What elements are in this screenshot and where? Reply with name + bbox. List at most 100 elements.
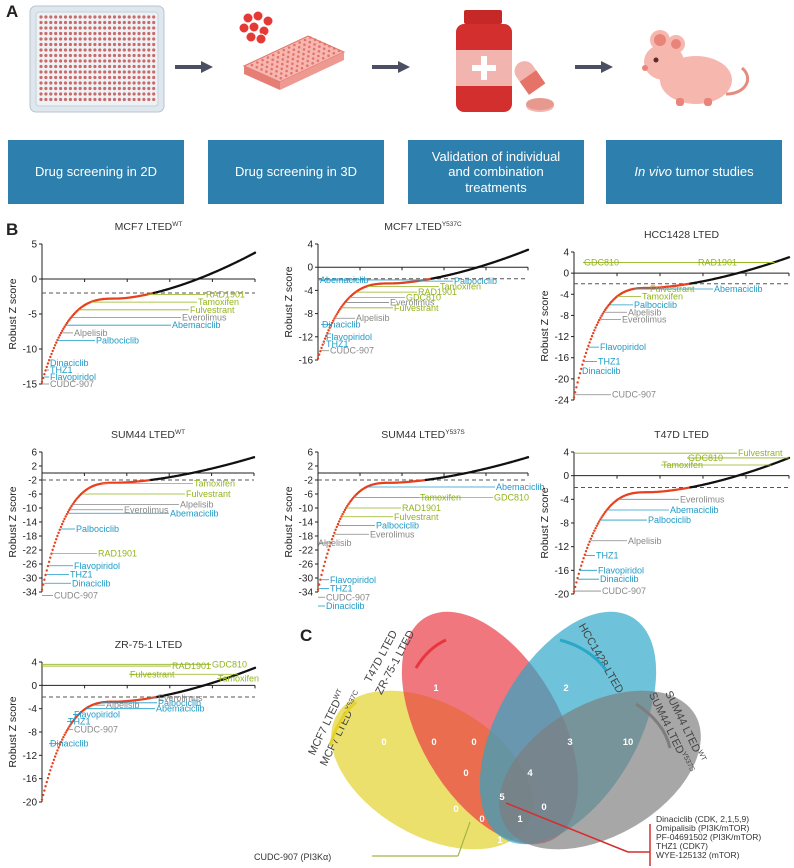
drug-label: THZ1 [68, 717, 91, 727]
data-point [326, 331, 329, 335]
data-point [339, 517, 342, 521]
data-point [44, 785, 47, 788]
data-point [63, 517, 66, 521]
callout-line [505, 802, 629, 853]
drug-label: Dinaciclib [582, 366, 621, 376]
data-point [57, 336, 60, 339]
data-point [53, 755, 57, 758]
drug-label: Tamoxifen [420, 493, 461, 503]
data-point [44, 369, 47, 372]
drug-label: Flavopiridol [326, 332, 372, 342]
drug-label: Flavopiridol [598, 565, 644, 575]
data-point [55, 538, 58, 541]
data-point [70, 504, 73, 508]
data-point [339, 307, 342, 310]
y-tick-label: -18 [23, 532, 38, 543]
data-point [55, 341, 58, 344]
y-tick-label: -4 [28, 704, 37, 715]
y-tick-label: 0 [31, 681, 37, 692]
drug-label: Fulvestrant [186, 489, 231, 499]
drug-label: Everolimus [158, 693, 203, 703]
data-point [328, 326, 331, 329]
data-point [347, 502, 350, 506]
data-point [593, 329, 596, 332]
data-point [589, 537, 593, 540]
venn-arc-hcc1428 [559, 638, 608, 671]
well-plate-illustration [29, 5, 165, 113]
drug-label: THZ1 [598, 356, 621, 366]
y-tick-label: -5 [28, 310, 37, 321]
venn-count: 5 [499, 792, 505, 803]
data-point [580, 564, 583, 567]
y-tick-label: -12 [555, 332, 570, 343]
data-point [592, 532, 595, 535]
venn-count: 0 [453, 804, 458, 815]
data-point [40, 588, 44, 591]
drug-label: Everolimus [390, 298, 435, 308]
data-point [57, 746, 60, 749]
data-point [574, 585, 577, 589]
data-point [45, 569, 48, 572]
y-axis-label: Robust Z score [539, 487, 551, 558]
drug-label: Alpelisib [180, 500, 214, 510]
data-point [43, 372, 46, 376]
data-point [320, 573, 323, 577]
y-tick-label: -34 [23, 588, 38, 599]
y-tick-label: -16 [555, 353, 570, 364]
data-point [52, 346, 56, 350]
data-point [53, 344, 57, 347]
drug-label: Palbociclib [158, 698, 201, 708]
y-tick-label: -15 [23, 380, 38, 391]
venn-count: 2 [563, 683, 568, 694]
drug-label: Everolimus [124, 505, 169, 515]
drug-label: Alpelisib [628, 536, 662, 546]
y-tick-label: -14 [299, 518, 314, 529]
y-tick-label: -4 [304, 286, 313, 297]
drug-label: Abemaciclib [170, 508, 219, 518]
y-tick-label: -20 [555, 590, 570, 601]
drug-label: Tamoxifen [198, 297, 239, 307]
drug-label: Alpelisib [356, 313, 390, 323]
data-point [595, 524, 599, 528]
data-point [316, 588, 320, 591]
data-point [317, 353, 321, 356]
data-point [321, 343, 324, 346]
data-point [583, 355, 587, 358]
data-point [586, 546, 589, 550]
data-point [580, 367, 583, 371]
drug-label: Abemaciclib [714, 284, 763, 294]
y-tick-label: -26 [23, 560, 38, 571]
venn-count: 3 [567, 737, 572, 748]
data-point [325, 556, 328, 559]
data-point [46, 564, 50, 568]
y-tick-label: -2 [28, 476, 37, 487]
y-tick-label: -22 [23, 546, 38, 557]
data-point [68, 725, 71, 728]
callout-line [457, 821, 471, 857]
data-point [325, 334, 328, 337]
data-point [40, 798, 44, 801]
data-point [316, 356, 320, 360]
y-tick-label: -8 [28, 728, 37, 739]
data-point [49, 355, 52, 359]
y-tick-label: -10 [23, 345, 38, 356]
venn-count: 0 [463, 768, 468, 779]
data-point [596, 522, 600, 525]
arrow-icon [175, 61, 213, 73]
drug-label: Flavopiridol [330, 575, 376, 585]
chart-4: SUM44 LTEDWT 6 2 -2 -6 -10 -14 -18 -22 -26 -30 -34 R… [7, 429, 256, 601]
y-axis-label: Robust Z score [283, 266, 295, 337]
data-point [47, 358, 51, 362]
data-point [336, 311, 340, 314]
data-point [332, 534, 335, 538]
data-point [327, 548, 330, 552]
data-point [51, 349, 54, 353]
drug-label: RAD1901 [418, 287, 457, 297]
data-point [65, 729, 69, 732]
data-point [47, 772, 51, 776]
data-point [62, 735, 65, 739]
drug-label: GDC810 [212, 659, 247, 669]
y-tick-label: 5 [31, 240, 37, 251]
core-drug-item: Omipalisib (PI3K/mTOR) [656, 823, 750, 833]
data-point [590, 534, 594, 538]
